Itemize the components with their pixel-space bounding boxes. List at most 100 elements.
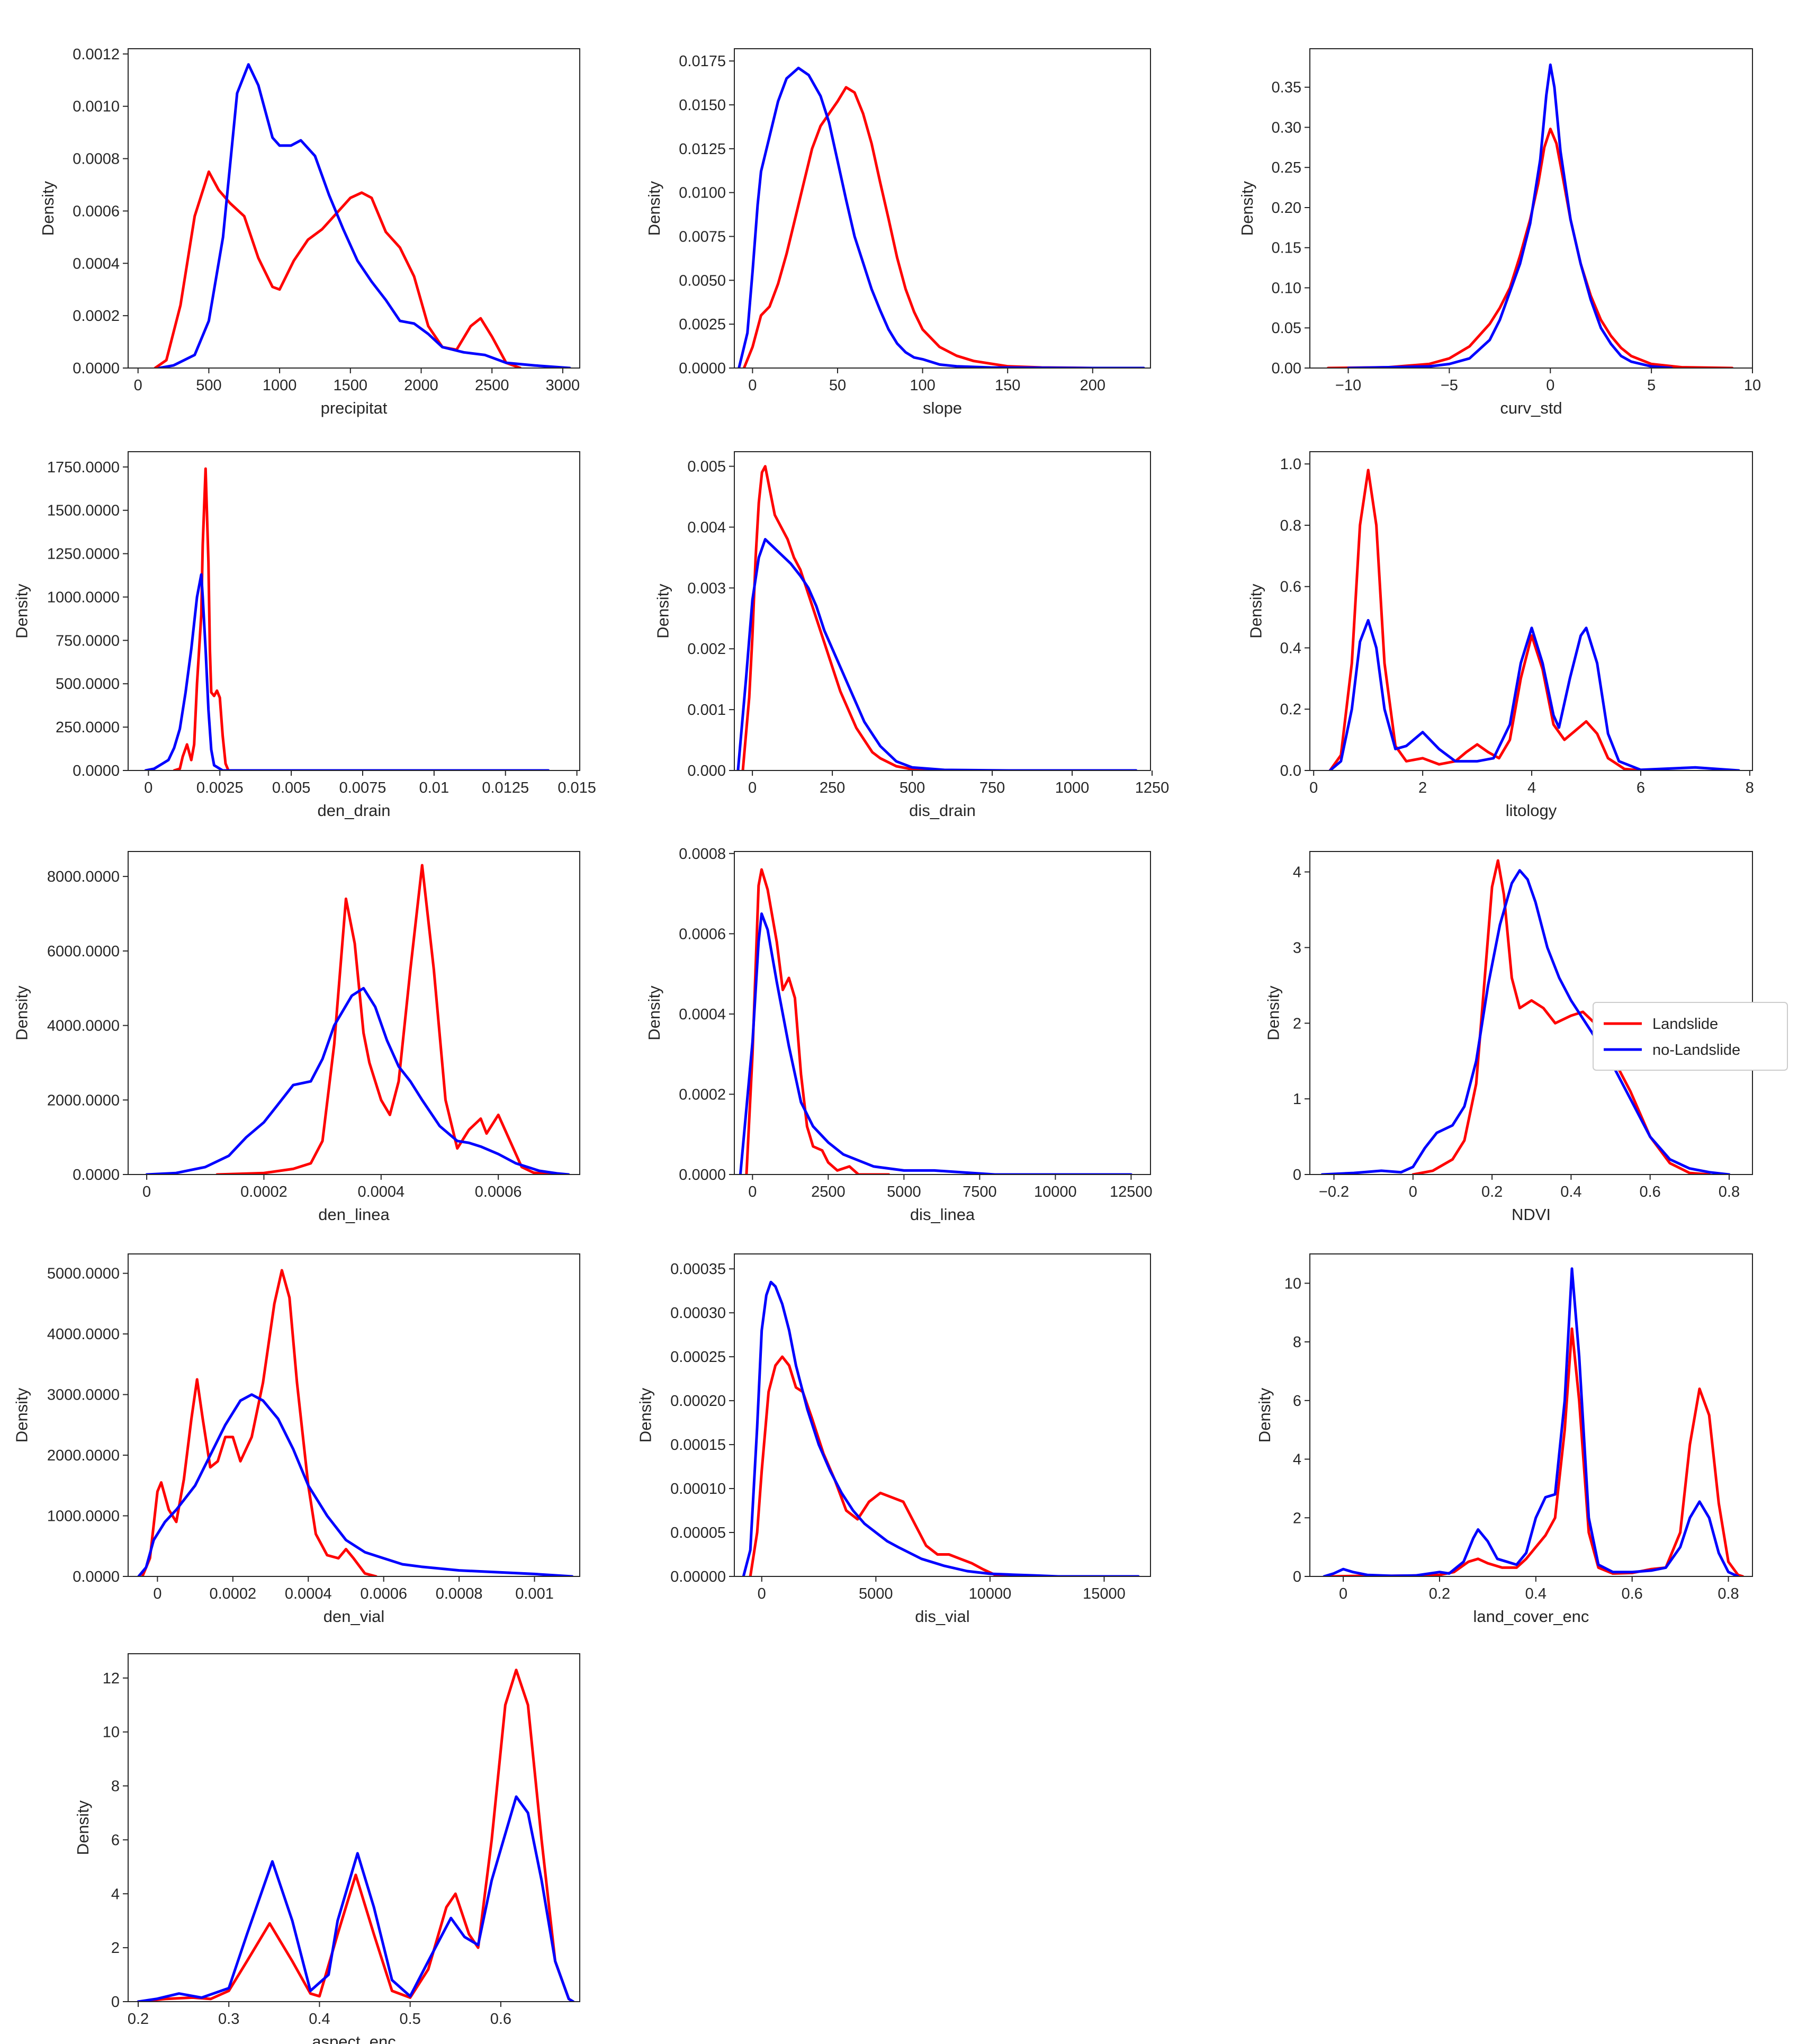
x-tick-label-dis-drain: 750 xyxy=(979,779,1005,796)
x-tick-label-dis-drain: 1000 xyxy=(1055,779,1090,796)
y-tick-label-land-cover-enc: 0 xyxy=(1293,1568,1301,1585)
x-tick-label-den-drain: 0.005 xyxy=(272,779,311,796)
x-axis-label-slope: slope xyxy=(923,399,962,417)
x-tick-label-den-drain: 0.0125 xyxy=(482,779,529,796)
chart-dis-vial: 0 5000 10000 15000 0.00000 0.00005 0.00010 0.00… xyxy=(636,1253,1151,1626)
y-tick-label-dis-vial: 0.00030 xyxy=(670,1305,726,1322)
x-axis-label-curv-std: curv_std xyxy=(1500,399,1562,417)
y-axis-label-den-linea: Density xyxy=(13,985,31,1041)
series-no-landslide-litology xyxy=(1328,618,1740,770)
series-landslide-dis-vial xyxy=(749,1355,1014,1576)
x-axis-label-litology: litology xyxy=(1506,801,1557,820)
axes-frame-slope xyxy=(734,48,1151,369)
axes-frame-aspect-enc xyxy=(128,1653,580,2002)
y-tick-label-curv-std: 0.25 xyxy=(1272,159,1301,176)
x-axis-label-dis-drain: dis_drain xyxy=(909,801,976,820)
x-tick-label-dis-drain: 500 xyxy=(900,779,925,796)
y-tick-label-den-linea: 2000.0000 xyxy=(47,1092,120,1109)
y-axis-label-curv-std: Density xyxy=(1238,181,1256,236)
x-tick-label-land-cover-enc: 0.4 xyxy=(1525,1585,1547,1602)
series-landslide-den-linea xyxy=(215,864,553,1175)
chart-precipitat: 0 500 1000 1500 2000 2500 3000 0.0000 0.0002 0.00… xyxy=(39,46,580,417)
y-tick-label-dis-vial: 0.00000 xyxy=(670,1568,726,1585)
x-tick-label-dis-vial: 5000 xyxy=(859,1585,893,1602)
y-axis-label-precipitat: Density xyxy=(39,181,57,236)
chart-dis-drain: 0 250 500 750 1000 1250 0.000 0.001 0.002 0.003 0.… xyxy=(654,451,1169,820)
x-tick-label-dis-linea: 7500 xyxy=(963,1184,997,1200)
y-tick-label-aspect-enc: 4 xyxy=(111,1886,120,1903)
y-tick-label-dis-linea: 0.0008 xyxy=(679,846,726,863)
chart-den-drain: 0 0.0025 0.005 0.0075 0.01 0.0125 0.015 0.0000 2… xyxy=(13,451,596,820)
y-tick-label-ndvi: 0 xyxy=(1293,1167,1301,1184)
x-tick-label-curv-std: 10 xyxy=(1744,377,1761,394)
series-no-landslide-dis-linea xyxy=(739,912,1132,1175)
series-landslide-ndvi xyxy=(1412,859,1711,1175)
y-tick-label-precipitat: 0.0000 xyxy=(73,360,120,377)
series-no-landslide-den-linea xyxy=(145,987,570,1175)
series-no-landslide-dis-drain xyxy=(736,537,1138,770)
axes-frame-den-vial xyxy=(128,1253,580,1577)
x-tick-label-dis-linea: 12500 xyxy=(1110,1184,1153,1200)
x-tick-label-precipitat: 0 xyxy=(134,377,142,394)
x-tick-label-aspect-enc: 0.4 xyxy=(309,2011,330,2028)
x-tick-label-litology: 0 xyxy=(1309,779,1318,796)
chart-land-cover-enc: 0 0.2 0.4 0.6 0.8 0 2 4 6 8 10 land_cover_enc Densit… xyxy=(1255,1253,1753,1626)
y-tick-label-ndvi: 3 xyxy=(1293,939,1301,956)
x-tick-label-den-vial: 0.0004 xyxy=(285,1585,332,1602)
y-axis-label-ndvi: Density xyxy=(1264,985,1283,1041)
y-tick-label-precipitat: 0.0008 xyxy=(73,151,120,168)
x-tick-label-slope: 100 xyxy=(910,377,935,394)
y-tick-label-land-cover-enc: 10 xyxy=(1284,1275,1301,1292)
x-tick-label-curv-std: −10 xyxy=(1335,377,1361,394)
x-tick-label-den-drain: 0.015 xyxy=(558,779,596,796)
x-tick-label-ndvi: 0.8 xyxy=(1719,1184,1740,1200)
y-tick-label-aspect-enc: 12 xyxy=(103,1670,120,1687)
x-tick-label-dis-vial: 15000 xyxy=(1083,1585,1126,1602)
y-tick-label-curv-std: 0.30 xyxy=(1272,119,1301,136)
chart-curv-std: −10 −5 0 5 10 0.00 0.05 0.10 0.15 0.20 0.25 0.30 0.3… xyxy=(1238,48,1761,417)
y-axis-label-den-drain: Density xyxy=(13,584,31,639)
x-tick-label-slope: 0 xyxy=(748,377,757,394)
x-tick-label-litology: 8 xyxy=(1746,779,1754,796)
legend-label-landslide: Landslide xyxy=(1652,1016,1718,1033)
x-tick-label-ndvi: 0.6 xyxy=(1640,1184,1661,1200)
x-tick-label-ndvi: 0.4 xyxy=(1560,1184,1581,1200)
x-tick-label-den-drain: 0 xyxy=(144,779,152,796)
x-tick-label-den-vial: 0.0002 xyxy=(209,1585,256,1602)
axes-frame-dis-linea xyxy=(734,851,1151,1175)
x-tick-label-aspect-enc: 0.2 xyxy=(128,2011,149,2028)
x-tick-label-precipitat: 2500 xyxy=(475,377,509,394)
series-landslide-land-cover-enc xyxy=(1327,1327,1745,1576)
y-tick-label-aspect-enc: 10 xyxy=(103,1724,120,1741)
x-tick-label-den-linea: 0 xyxy=(142,1184,151,1200)
x-tick-label-precipitat: 2000 xyxy=(404,377,438,394)
chart-litology: 0 2 4 6 8 0.0 0.2 0.4 0.6 0.8 1.0 litology Density xyxy=(1247,451,1754,820)
y-tick-label-den-vial: 5000.0000 xyxy=(47,1266,120,1283)
y-tick-label-den-drain: 1000.0000 xyxy=(47,589,120,606)
y-tick-label-den-linea: 8000.0000 xyxy=(47,868,120,885)
y-tick-label-den-vial: 4000.0000 xyxy=(47,1326,120,1343)
x-tick-label-curv-std: 0 xyxy=(1546,377,1554,394)
series-no-landslide-aspect-enc xyxy=(137,1795,575,2002)
x-tick-label-curv-std: −5 xyxy=(1441,377,1458,394)
y-tick-label-den-drain: 1500.0000 xyxy=(47,503,120,519)
y-tick-label-curv-std: 0.35 xyxy=(1272,79,1301,96)
y-axis-label-land-cover-enc: Density xyxy=(1255,1387,1274,1442)
x-tick-label-dis-linea: 2500 xyxy=(811,1184,846,1200)
y-tick-label-dis-drain: 0.001 xyxy=(687,702,726,719)
x-tick-label-den-linea: 0.0006 xyxy=(475,1184,522,1200)
chart-den-vial: 0 0.0002 0.0004 0.0006 0.0008 0.001 0.0000 1000… xyxy=(13,1253,580,1626)
y-tick-label-litology: 0.8 xyxy=(1280,517,1301,534)
series-no-landslide-curv-std xyxy=(1347,63,1673,368)
y-tick-label-dis-linea: 0.0004 xyxy=(679,1006,726,1023)
y-tick-label-slope: 0.0175 xyxy=(679,53,726,70)
y-tick-label-den-linea: 4000.0000 xyxy=(47,1018,120,1035)
y-tick-label-land-cover-enc: 6 xyxy=(1293,1393,1301,1410)
y-tick-label-litology: 0.2 xyxy=(1280,701,1301,718)
series-no-landslide-ndvi xyxy=(1320,869,1731,1175)
series-landslide-dis-linea xyxy=(745,868,891,1175)
axes-frame-den-drain xyxy=(128,451,580,771)
x-tick-label-ndvi: −0.2 xyxy=(1319,1184,1349,1200)
x-tick-label-land-cover-enc: 0.8 xyxy=(1718,1585,1739,1602)
